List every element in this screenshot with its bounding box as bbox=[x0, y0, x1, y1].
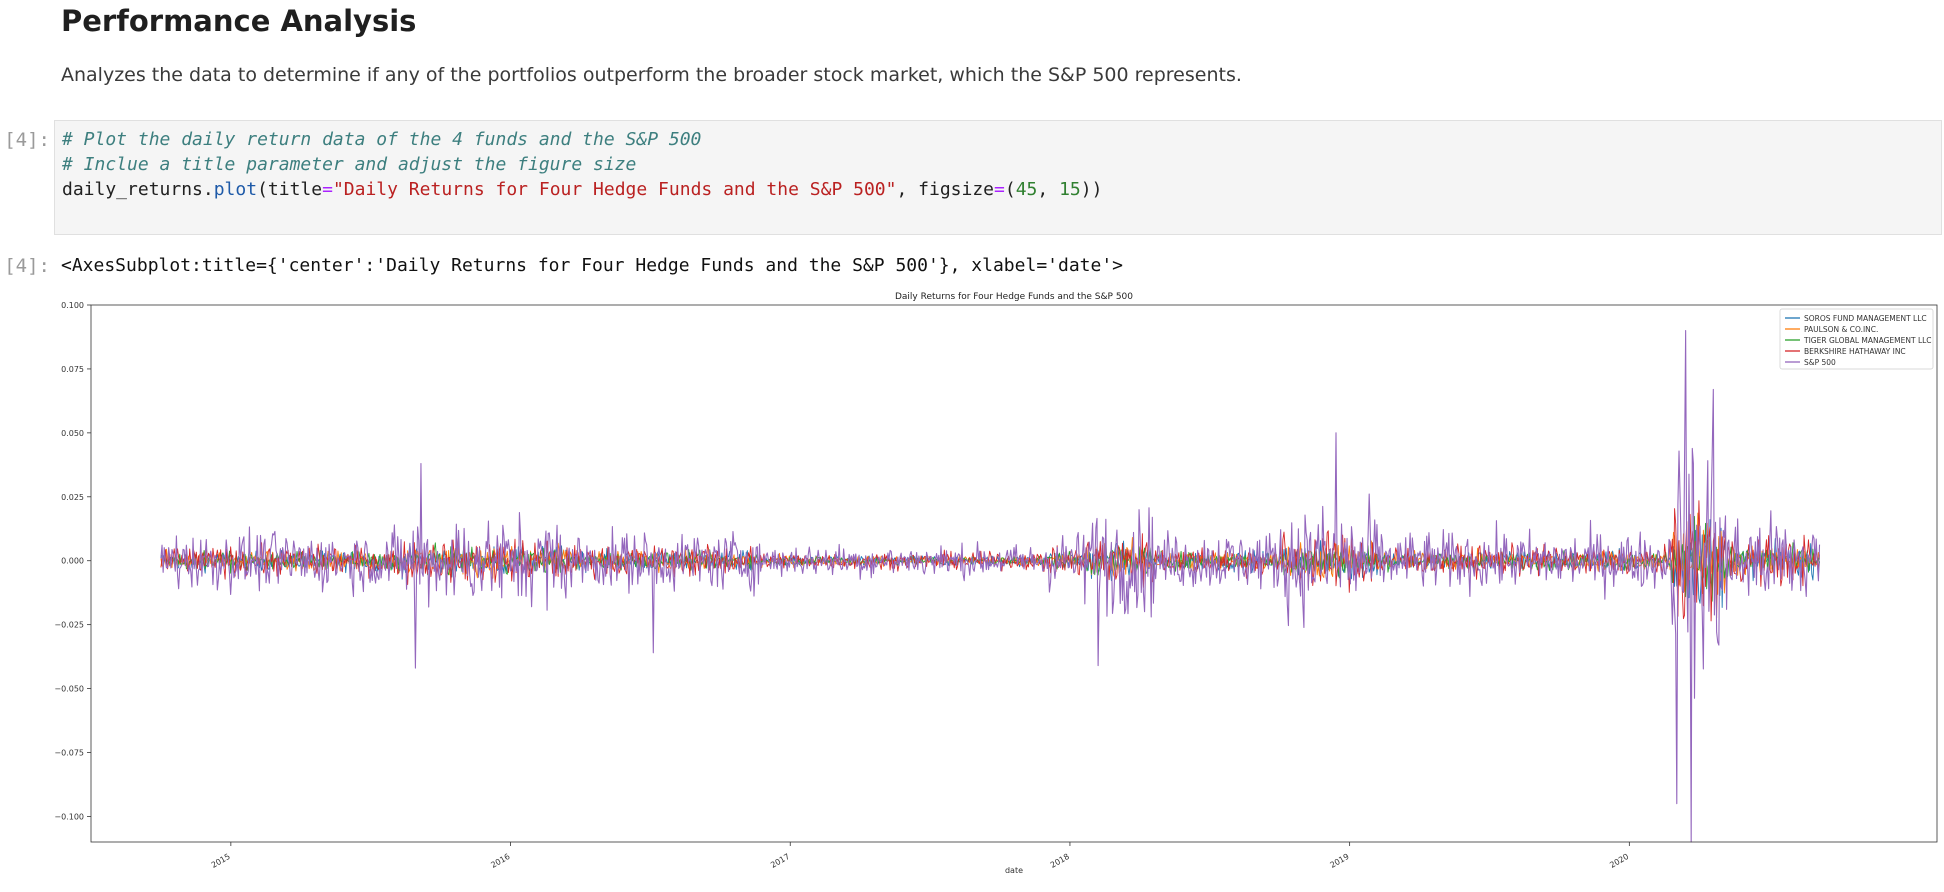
y-tick-label: 0.000 bbox=[61, 557, 84, 566]
plot-frame bbox=[90, 304, 1938, 843]
code-separator: , figsize bbox=[896, 179, 995, 200]
legend-label: BERKSHIRE HATHAWAY INC bbox=[1804, 347, 1906, 356]
code-function: plot bbox=[213, 179, 258, 200]
series-layer bbox=[160, 330, 1821, 843]
notebook-description: Analyzes the data to determine if any of… bbox=[61, 64, 1242, 86]
series-line bbox=[160, 330, 1821, 843]
code-comment-line-2: # Inclue a title parameter and adjust th… bbox=[62, 154, 637, 175]
code-statement-line: daily_returns.plot(title="Daily Returns … bbox=[62, 179, 1102, 200]
code-cell[interactable]: # Plot the daily return data of the 4 fu… bbox=[54, 120, 1942, 235]
legend-label: S&P 500 bbox=[1804, 358, 1836, 367]
input-prompt: [4]: bbox=[4, 129, 50, 151]
daily-returns-chart: Daily Returns for Four Hedge Funds and t… bbox=[0, 280, 1944, 892]
y-tick-label: 0.050 bbox=[61, 429, 84, 438]
code-paren-open: ( bbox=[1004, 179, 1016, 200]
code-variable: daily_returns. bbox=[62, 179, 214, 200]
output-repr: <AxesSubplot:title={'center':'Daily Retu… bbox=[61, 255, 1124, 276]
x-axis-label: date bbox=[1005, 866, 1023, 875]
output-prompt: [4]: bbox=[4, 255, 50, 277]
legend-label: PAULSON & CO.INC. bbox=[1804, 325, 1878, 334]
y-axis: 0.100 0.075 0.050 0.025 0.000 −0.025 −0.050 −0.… bbox=[54, 301, 91, 821]
legend-label: TIGER GLOBAL MANAGEMENT LLC bbox=[1803, 336, 1932, 345]
code-arg-name: (title bbox=[257, 179, 323, 200]
code-operator-2: = bbox=[994, 179, 1005, 200]
chart-legend: SOROS FUND MANAGEMENT LLC PAULSON & CO.IN… bbox=[1779, 308, 1934, 370]
y-tick-label: −0.100 bbox=[54, 812, 84, 821]
code-title-string: "Daily Returns for Four Hedge Funds and … bbox=[332, 179, 897, 200]
code-operator: = bbox=[322, 179, 333, 200]
code-number-2: 15 bbox=[1059, 179, 1081, 200]
y-tick-label: 0.075 bbox=[61, 365, 84, 374]
y-tick-label: 0.100 bbox=[61, 301, 84, 310]
chart-title: Daily Returns for Four Hedge Funds and t… bbox=[895, 292, 1133, 302]
code-comma: , bbox=[1037, 179, 1060, 200]
legend-label: SOROS FUND MANAGEMENT LLC bbox=[1804, 314, 1927, 323]
y-tick-label: −0.050 bbox=[54, 685, 84, 694]
code-comment-line-1: # Plot the daily return data of the 4 fu… bbox=[62, 129, 702, 150]
y-tick-label: −0.025 bbox=[54, 621, 84, 630]
notebook-heading: Performance Analysis bbox=[61, 4, 417, 38]
code-number-1: 45 bbox=[1015, 179, 1038, 200]
y-tick-label: −0.075 bbox=[54, 749, 84, 758]
y-tick-label: 0.025 bbox=[61, 493, 84, 502]
code-paren-close: )) bbox=[1080, 179, 1103, 200]
legend-frame bbox=[1779, 308, 1934, 370]
chart-background bbox=[0, 280, 1944, 892]
